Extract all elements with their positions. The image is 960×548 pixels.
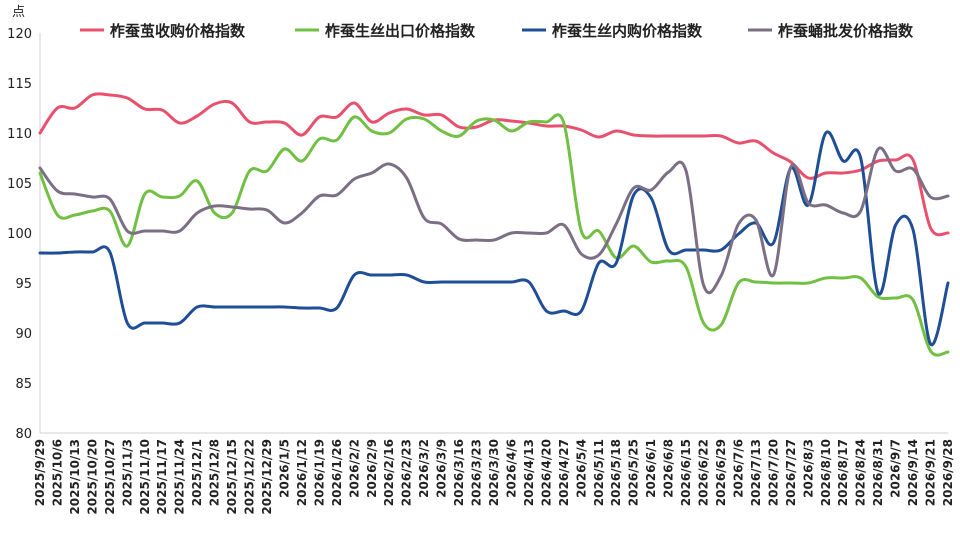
y-tick-label: 90	[15, 327, 32, 342]
x-tick-label: 2026/3/16	[452, 439, 466, 506]
y-axis-ticks: 80 85 90 95 100 105 110 115 120	[7, 27, 32, 442]
x-tick-label: 2025/10/27	[103, 439, 117, 515]
x-tick-label: 2026/9/21	[924, 439, 938, 506]
x-tick-label: 2025/9/29	[33, 439, 47, 506]
x-tick-label: 2026/1/19	[312, 439, 326, 506]
y-tick-label: 100	[7, 227, 32, 242]
x-tick-label: 2026/5/18	[609, 439, 623, 506]
series-line-2	[38, 113, 950, 357]
series-line-1	[38, 92, 950, 237]
x-tick-label: 2026/8/31	[871, 439, 885, 506]
x-tick-label: 2026/6/15	[679, 439, 693, 506]
x-tick-label: 2026/8/10	[819, 439, 833, 506]
x-tick-label: 2026/6/22	[697, 439, 711, 506]
y-tick-label: 80	[15, 427, 32, 442]
x-tick-label: 2026/8/24	[854, 439, 868, 506]
x-tick-label: 2026/9/7	[889, 439, 903, 498]
x-tick-label: 2026/1/12	[295, 439, 309, 506]
x-tick-label: 2026/2/9	[365, 439, 379, 498]
x-tick-label: 2026/7/13	[749, 439, 763, 506]
x-tick-label: 2026/7/20	[766, 439, 780, 506]
x-tick-label: 2026/5/25	[627, 439, 641, 506]
x-tick-label: 2025/11/17	[155, 439, 169, 515]
x-tick-label: 2026/8/17	[836, 439, 850, 506]
legend-label-1: 柞蚕茧收购价格指数	[110, 22, 246, 40]
x-tick-label: 2026/2/23	[400, 439, 414, 506]
legend-label-2: 柞蚕生丝出口价格指数	[325, 22, 476, 40]
y-tick-label: 110	[7, 127, 32, 142]
x-tick-label: 2025/12/29	[260, 439, 274, 515]
x-tick-label: 2026/5/11	[592, 439, 606, 506]
x-tick-label: 2026/4/20	[539, 439, 553, 506]
x-tick-label: 2026/5/4	[574, 439, 588, 498]
y-tick-label: 95	[15, 277, 32, 292]
x-tick-label: 2025/11/24	[173, 439, 187, 515]
x-tick-label: 2026/1/26	[330, 439, 344, 506]
x-axis-ticks: 2025/9/29 2025/10/6 2025/10/13 2025/10/20 20…	[33, 439, 955, 515]
legend: 柞蚕茧收购价格指数 柞蚕生丝出口价格指数 柞蚕生丝内购价格指数 柞蚕蛹批发价格指数	[80, 22, 914, 40]
x-tick-label: 2026/3/23	[470, 439, 484, 506]
x-tick-label: 2026/8/3	[801, 439, 815, 498]
series-line-4	[38, 146, 950, 295]
y-tick-label: 105	[7, 177, 32, 192]
y-tick-label: 115	[7, 77, 32, 92]
x-tick-label: 2026/7/6	[731, 439, 745, 498]
x-tick-label: 2025/10/20	[85, 439, 99, 515]
y-axis-unit: 点	[12, 5, 25, 20]
series-line-3	[38, 130, 950, 347]
x-tick-label: 2025/12/8	[208, 439, 222, 506]
x-tick-label: 2026/3/9	[435, 439, 449, 498]
y-tick-label: 85	[15, 377, 32, 392]
x-tick-label: 2025/11/3	[120, 439, 134, 506]
x-tick-label: 2026/7/27	[784, 439, 798, 506]
x-tick-label: 2026/6/1	[644, 439, 658, 498]
x-tick-label: 2025/12/22	[243, 439, 257, 515]
x-tick-label: 2026/9/28	[941, 439, 955, 506]
x-tick-label: 2026/4/6	[504, 439, 518, 498]
x-tick-label: 2025/11/10	[138, 439, 152, 515]
x-tick-label: 2026/3/30	[487, 439, 501, 506]
x-tick-label: 2026/3/2	[417, 439, 431, 498]
x-tick-label: 2026/9/14	[906, 439, 920, 506]
series-layer	[38, 92, 950, 357]
x-tick-label: 2025/12/1	[190, 439, 204, 506]
x-tick-label: 2026/4/27	[557, 439, 571, 506]
x-tick-label: 2026/2/16	[382, 439, 396, 506]
legend-label-3: 柞蚕生丝内购价格指数	[552, 22, 703, 40]
legend-label-4: 柞蚕蛹批发价格指数	[778, 22, 914, 40]
x-tick-label: 2026/6/8	[662, 439, 676, 498]
x-tick-label: 2025/10/13	[68, 439, 82, 515]
x-tick-label: 2026/6/29	[714, 439, 728, 506]
axes	[39, 33, 948, 434]
x-tick-label: 2026/2/2	[347, 439, 361, 498]
x-tick-label: 2026/4/13	[522, 439, 536, 506]
x-tick-label: 2026/1/5	[277, 439, 291, 498]
x-tick-label: 2025/10/6	[50, 439, 64, 506]
x-tick-label: 2025/12/15	[225, 439, 239, 515]
y-tick-label: 120	[7, 27, 32, 42]
